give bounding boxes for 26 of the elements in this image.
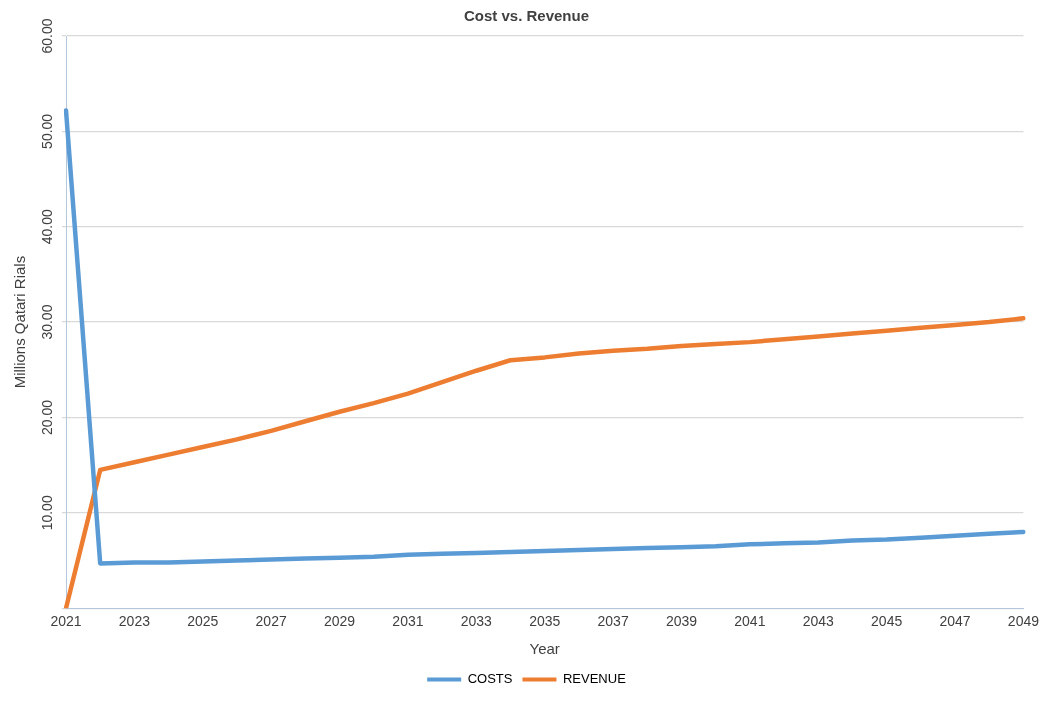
x-tick-label: 2029 [323,613,356,630]
x-tick-label: 2025 [187,613,219,630]
x-tick-label: 2031 [392,613,424,630]
x-tick-label: 2023 [118,613,151,630]
y-tick-label: 50.00 [38,113,55,149]
y-tick-label: 20.00 [38,399,55,435]
y-tick-label: 60.00 [38,18,55,54]
x-tick-label: 2049 [1007,613,1040,630]
x-tick-label: 2039 [665,613,698,630]
x-tick-label: 2047 [939,613,971,630]
x-tick-label: 2027 [255,613,287,630]
chart-title: Cost vs. Revenue [463,7,590,25]
y-axis-title: Millions Qatari Rials [11,255,29,389]
x-axis-title: Year [529,640,560,658]
x-tick-label: 2035 [529,613,561,630]
x-tick-label: 2021 [50,613,82,630]
x-tick-label: 2045 [871,613,903,630]
legend-label: COSTS [467,671,513,687]
x-tick-label: 2041 [734,613,766,630]
legend-label: REVENUE [562,671,627,687]
x-tick-label: 2033 [460,613,493,630]
y-tick-label: 40.00 [38,209,55,245]
x-tick-label: 2043 [802,613,835,630]
x-tick-label: 2037 [597,613,629,630]
y-tick-label: 10.00 [38,495,55,531]
y-tick-label: 30.00 [38,304,55,340]
